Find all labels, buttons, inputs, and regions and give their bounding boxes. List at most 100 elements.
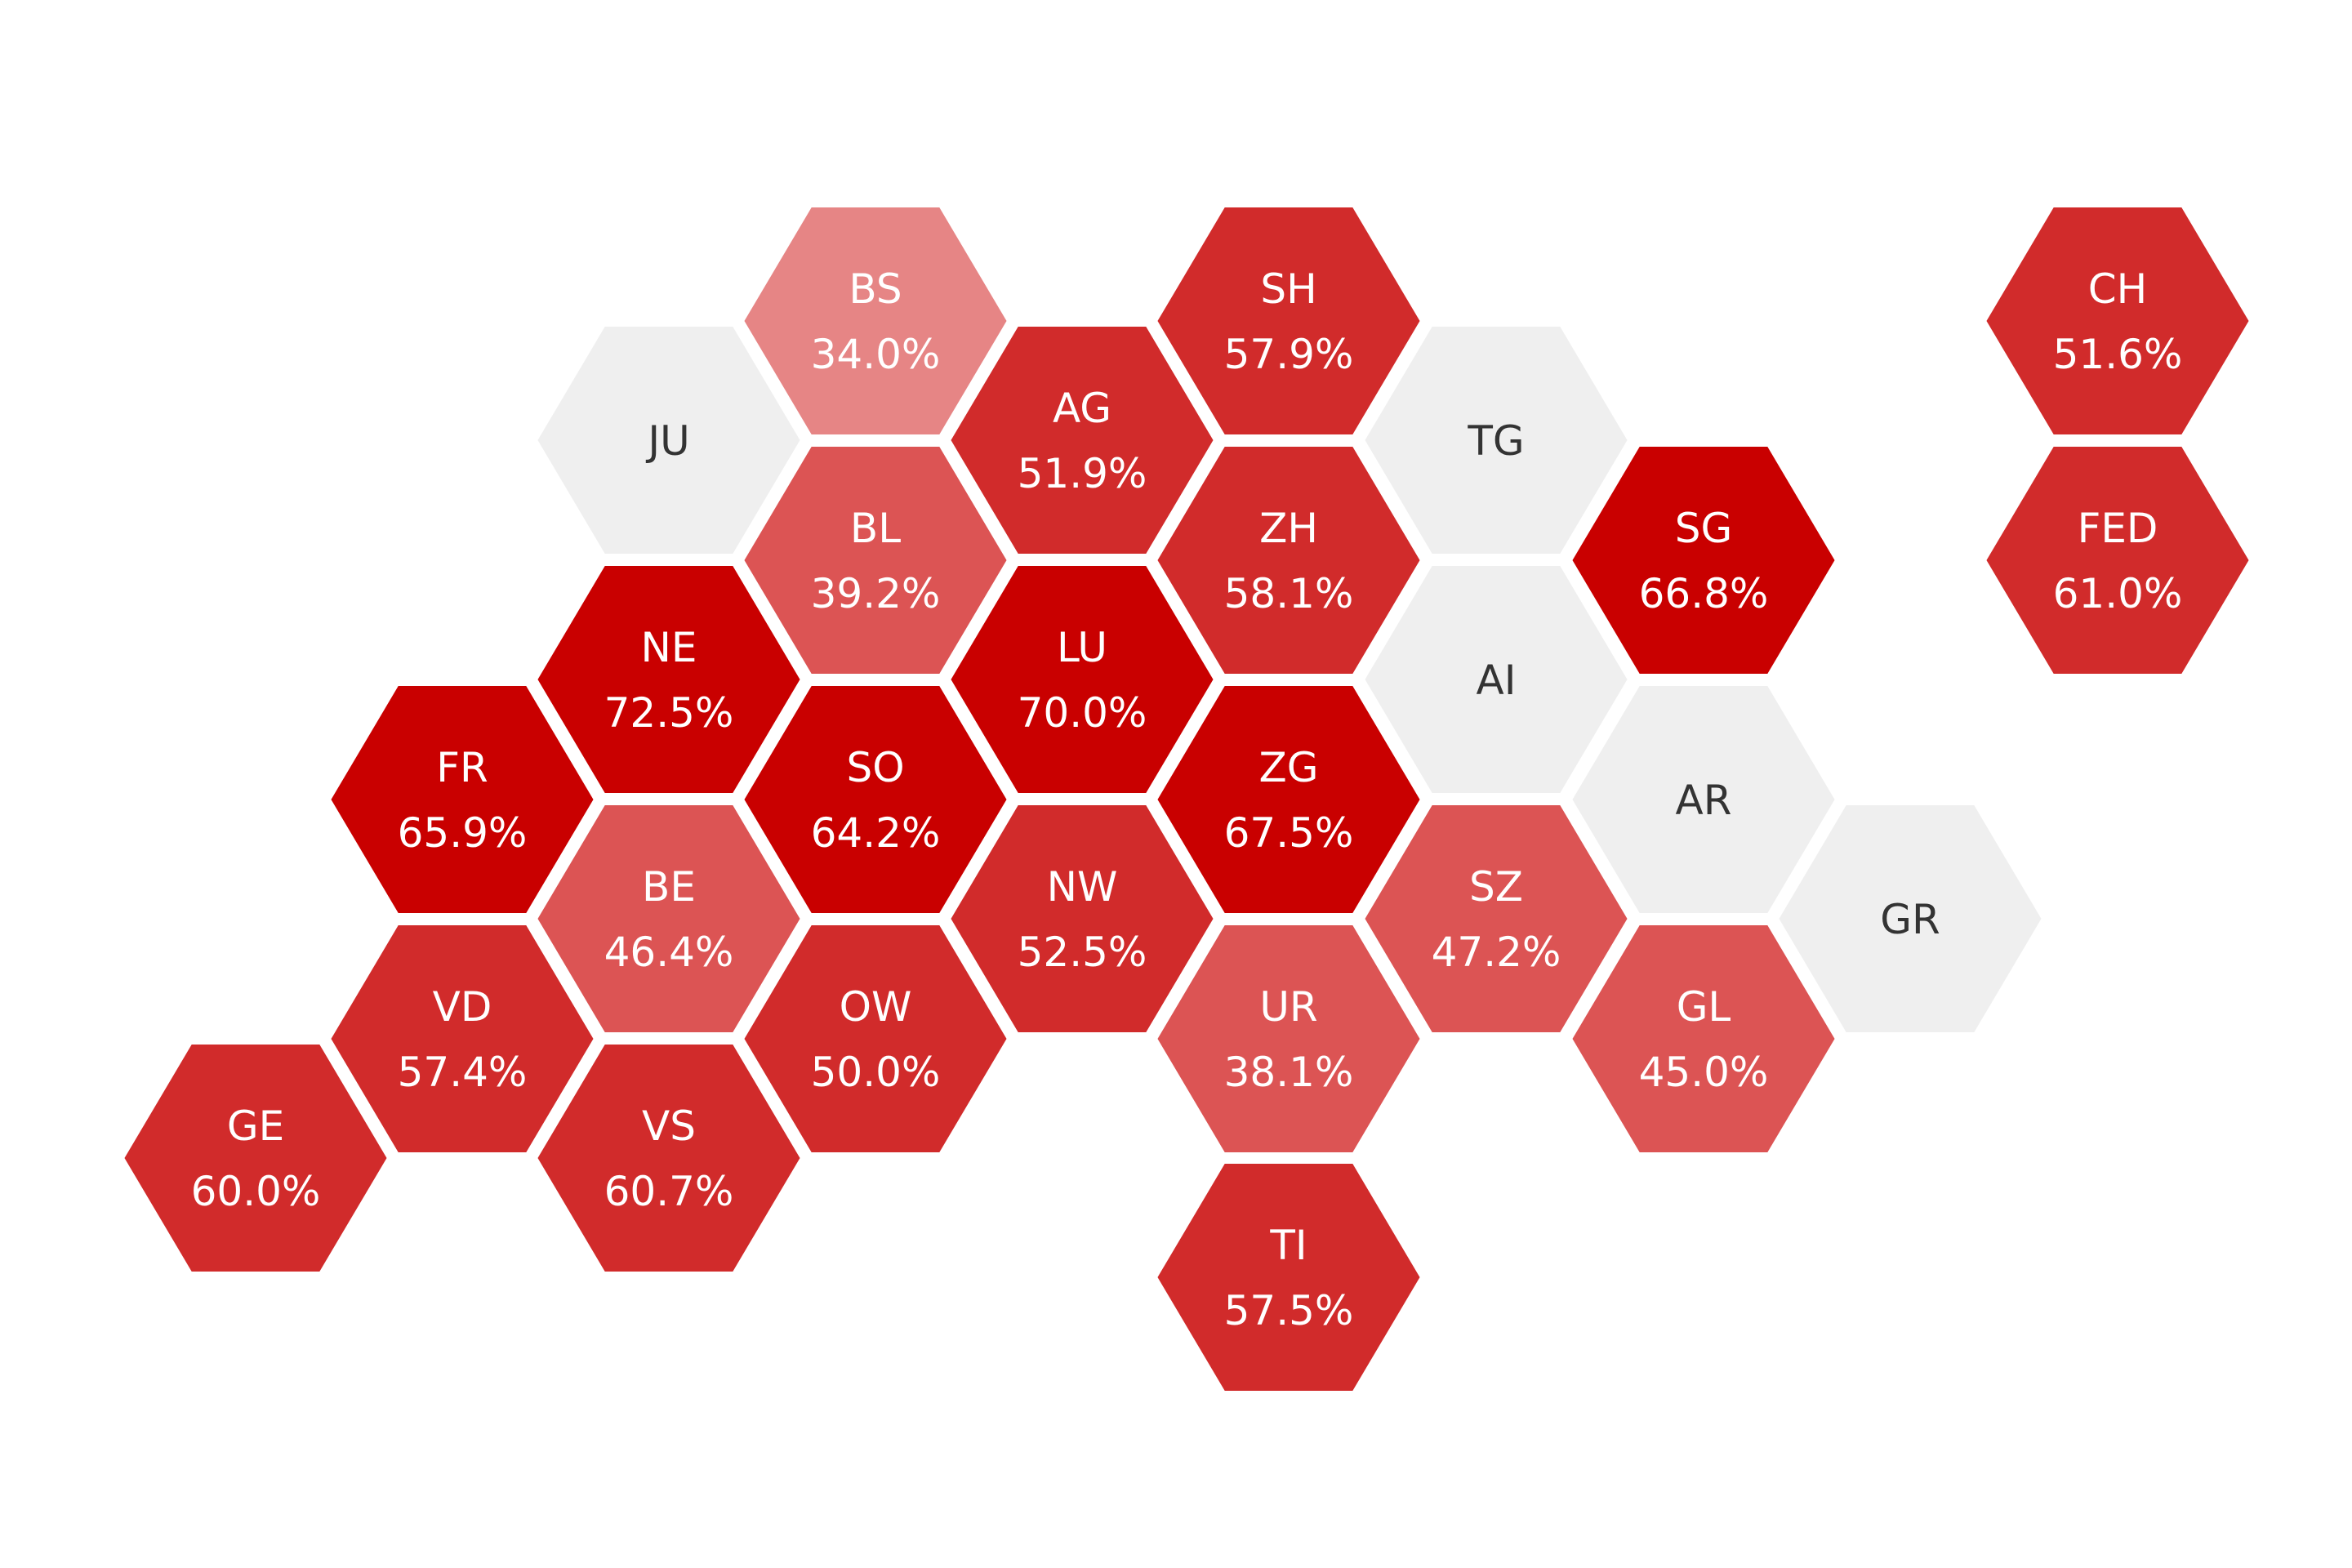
region-code-label: SZ (1469, 863, 1523, 911)
region-code-label: NW (1047, 863, 1118, 911)
hex-tile-vd[interactable]: VD 57.4% (325, 920, 599, 1157)
region-value-label: 66.8% (1639, 570, 1769, 617)
hex-shape (532, 1040, 806, 1276)
hex-tile-be[interactable]: BE 46.4% (532, 800, 806, 1037)
region-value-label: 57.5% (1224, 1287, 1354, 1334)
hex-shape (945, 800, 1219, 1037)
region-code-label: GL (1677, 983, 1731, 1031)
hex-shape (532, 561, 806, 798)
hex-shape (325, 920, 599, 1157)
hex-shape (1980, 442, 2255, 679)
hex-tile-nw[interactable]: NW 52.5% (945, 800, 1219, 1037)
hex-tile-gr[interactable]: GR (1773, 800, 2047, 1037)
region-value-label: 46.4% (604, 929, 734, 976)
region-code-label: ZH (1259, 505, 1318, 552)
region-code-label: UR (1259, 983, 1317, 1031)
hex-shape (1359, 800, 1633, 1037)
hex-shape (1152, 920, 1426, 1157)
hex-shape (325, 681, 599, 918)
region-value-label: 64.2% (811, 809, 941, 857)
hex-tile-ch[interactable]: CH 51.6% (1980, 203, 2255, 439)
hex-shape (532, 322, 806, 559)
hex-tile-ju[interactable]: JU (532, 322, 806, 559)
hex-shape (1980, 203, 2255, 439)
region-code-label: VD (433, 983, 492, 1031)
hex-tile-ow[interactable]: OW 50.0% (738, 920, 1013, 1157)
region-value-label: 50.0% (811, 1049, 941, 1096)
hex-tile-ne[interactable]: NE 72.5% (532, 561, 806, 798)
hex-tile-zg[interactable]: ZG 67.5% (1152, 681, 1426, 918)
hex-tile-vs[interactable]: VS 60.7% (532, 1040, 806, 1276)
hex-tile-fed[interactable]: FED 61.0% (1980, 442, 2255, 679)
hex-shape (1359, 322, 1633, 559)
hex-tile-sg[interactable]: SG 66.8% (1566, 442, 1841, 679)
region-value-label: 61.0% (2053, 570, 2183, 617)
hex-tile-bl[interactable]: BL 39.2% (738, 442, 1013, 679)
hex-tile-ai[interactable]: AI (1359, 561, 1633, 798)
hex-tile-gl[interactable]: GL 45.0% (1566, 920, 1841, 1157)
hex-shape (1773, 800, 2047, 1037)
hex-tile-tg[interactable]: TG (1359, 322, 1633, 559)
hex-tile-bs[interactable]: BS 34.0% (738, 203, 1013, 439)
region-value-label: 67.5% (1224, 809, 1354, 857)
region-value-label: 39.2% (811, 570, 941, 617)
region-code-label: TI (1269, 1222, 1307, 1269)
region-code-label: FED (2078, 505, 2158, 552)
region-code-label: GR (1880, 896, 1940, 943)
hex-tile-so[interactable]: SO 64.2% (738, 681, 1013, 918)
region-code-label: SG (1675, 505, 1732, 552)
region-value-label: 45.0% (1639, 1049, 1769, 1096)
hex-tile-ar[interactable]: AR (1566, 681, 1841, 918)
region-value-label: 60.7% (604, 1168, 734, 1215)
region-code-label: AG (1053, 385, 1111, 432)
hex-shape (738, 920, 1013, 1157)
region-value-label: 52.5% (1018, 929, 1147, 976)
hex-shape (1566, 920, 1841, 1157)
hex-shape (1152, 442, 1426, 679)
region-value-label: 34.0% (811, 331, 941, 378)
region-value-label: 47.2% (1432, 929, 1561, 976)
region-code-label: NE (641, 624, 697, 671)
hex-tile-lu[interactable]: LU 70.0% (945, 561, 1219, 798)
hex-tile-ag[interactable]: AG 51.9% (945, 322, 1219, 559)
hex-shape (1566, 681, 1841, 918)
region-code-label: FR (436, 744, 488, 791)
region-code-label: TG (1467, 417, 1524, 465)
region-value-label: 51.9% (1018, 450, 1147, 497)
region-code-label: BE (642, 863, 696, 911)
region-code-label: BL (850, 505, 901, 552)
hex-shape (1152, 1159, 1426, 1396)
region-code-label: AR (1676, 777, 1732, 824)
region-value-label: 70.0% (1018, 689, 1147, 737)
hex-shape (945, 561, 1219, 798)
hex-tile-sz[interactable]: SZ 47.2% (1359, 800, 1633, 1037)
hex-tile-ge[interactable]: GE 60.0% (118, 1040, 393, 1276)
hex-tile-sh[interactable]: SH 57.9% (1152, 203, 1426, 439)
region-code-label: BS (849, 265, 902, 313)
region-code-label: ZG (1259, 744, 1319, 791)
region-value-label: 57.4% (398, 1049, 528, 1096)
hex-tile-ti[interactable]: TI 57.5% (1152, 1159, 1426, 1396)
region-code-label: LU (1057, 624, 1107, 671)
region-code-label: VS (642, 1102, 696, 1150)
hex-tile-zh[interactable]: ZH 58.1% (1152, 442, 1426, 679)
region-value-label: 51.6% (2053, 331, 2183, 378)
region-code-label: AI (1477, 657, 1517, 704)
hex-tile-fr[interactable]: FR 65.9% (325, 681, 599, 918)
region-value-label: 57.9% (1224, 331, 1354, 378)
region-value-label: 38.1% (1224, 1049, 1354, 1096)
hex-shape (1566, 442, 1841, 679)
hex-shape (1359, 561, 1633, 798)
hex-shape (738, 442, 1013, 679)
region-code-label: GE (227, 1102, 284, 1150)
region-code-label: SH (1260, 265, 1316, 313)
region-value-label: 65.9% (398, 809, 528, 857)
hex-shape (1152, 681, 1426, 918)
hex-shape (532, 800, 806, 1037)
hex-shape (118, 1040, 393, 1276)
region-value-label: 72.5% (604, 689, 734, 737)
hex-tile-ur[interactable]: UR 38.1% (1152, 920, 1426, 1157)
region-code-label: JU (645, 417, 689, 465)
region-code-label: SO (846, 744, 904, 791)
hex-shape (945, 322, 1219, 559)
